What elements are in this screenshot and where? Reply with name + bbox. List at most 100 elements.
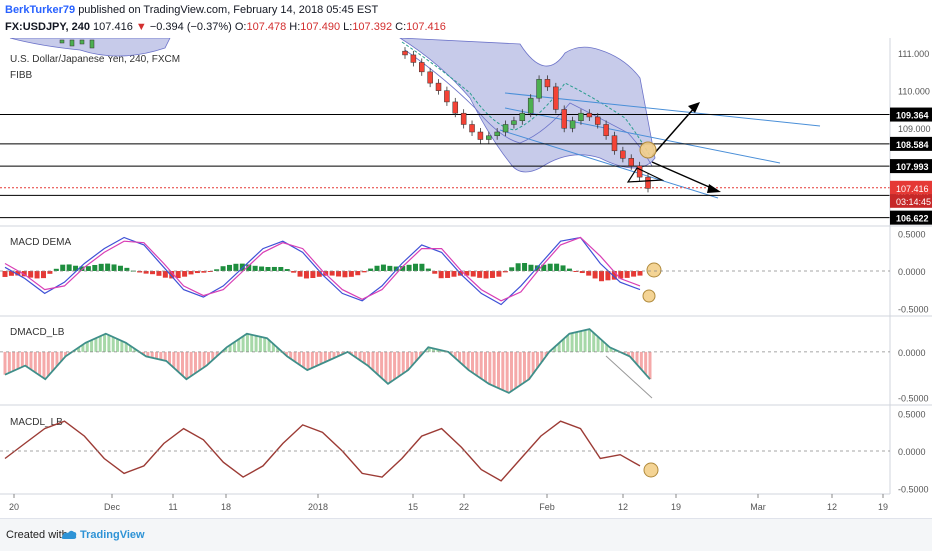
macd-histogram-bar [522,263,528,271]
macdl-pane[interactable]: MACDL_LB [4,417,659,482]
macd-histogram-bar [579,271,585,274]
time-tick-label: Feb [539,502,555,512]
dmacd-histogram-bar [241,336,245,352]
candle-body [628,158,634,167]
macd-histogram-bar [374,265,380,271]
macdl-legend: MACDL_LB [10,417,63,428]
dmacd-histogram-bar [419,351,423,357]
macdl-highlight-circle[interactable] [643,462,659,478]
dmacd-histogram-bar [609,347,613,352]
trend-line-middle[interactable] [504,107,781,164]
dmacd-histogram-bar [432,348,436,352]
pattern-triangle[interactable] [626,167,665,183]
dmacd-histogram-bar [388,351,392,383]
macd-histogram-bar [413,263,419,271]
dmacd-histogram-bar [172,351,176,368]
dmacd-histogram-bar [12,351,16,371]
macd-histogram-bar [297,271,303,277]
macd-histogram-bar [438,271,444,279]
dmacd-histogram-bar [293,351,297,362]
macd-histogram-bar [252,265,258,271]
dmacd-histogram-bar [98,336,102,352]
dmacd-histogram-bar [289,351,293,359]
dmacd-histogram-bar [535,351,539,368]
dmacd-histogram-bar [397,351,401,377]
dmacd-histogram-bar [310,351,314,368]
dmacd-pane[interactable]: DMACD_LB [3,327,653,399]
price-highlight-circle[interactable] [639,141,657,159]
dmacd-histogram-bar [81,344,85,352]
arrow-down-path[interactable] [651,161,717,191]
candle-body [611,135,618,152]
macd-histogram-bar [624,271,630,278]
time-tick-label: Mar [750,502,766,512]
dmacd-histogram-bar [574,332,578,352]
macd-histogram-bar [303,271,309,279]
macd-histogram-bar [284,269,290,271]
candle-body [519,112,526,121]
chart-area[interactable]: U.S. Dollar/Japanese Yen, 240, FXCM FIBB… [0,38,932,518]
candle-body [594,116,601,125]
level-price-tag [890,107,932,122]
candle-body [553,86,559,110]
macd-histogram-bar [342,271,348,278]
candle-body [494,131,500,137]
dmacd-histogram-bar [484,351,488,382]
macd-histogram-bar [194,271,200,274]
time-axis[interactable]: 20 Dec 11 18 2018 15 22 Feb 12 19 Mar 12 19 [9,494,888,512]
dmacd-histogram-bar [315,351,319,366]
macd-histogram-bar [111,264,117,271]
macd-histogram-bar [451,271,457,277]
dmacd-histogram-bar [159,351,163,360]
candle-body [427,71,433,84]
price-pane[interactable]: U.S. Dollar/Japanese Yen, 240, FXCM FIBB [0,38,890,219]
author-link[interactable]: BerkTurker79 [5,4,76,16]
candle-body [536,79,542,99]
dmacd-trend-line[interactable] [605,355,653,399]
open-value: 107.478 [246,21,287,33]
dmacd-histogram-bar [263,337,267,352]
candle-body [544,79,551,88]
dmacd-histogram-bar [124,342,128,352]
macd-histogram-bar [515,263,521,271]
macd-histogram-bar [419,263,425,271]
dmacd-histogram-bar [540,351,544,362]
macd-histogram-bar [47,271,53,274]
dmacd-histogram-bar [302,351,306,368]
arrow-up-path[interactable] [651,105,697,157]
dmacd-histogram-bar [90,340,94,352]
dmacd-histogram-bar [237,339,241,352]
macd-highlight-circle-bottom[interactable] [642,289,656,303]
dmacd-histogram-bar [553,346,557,352]
indicator-axes[interactable]: 0.5000 0.0000 -0.5000 0.0000 -0.5000 0.5000 0.… [0,230,929,495]
tradingview-brand-link[interactable]: TradingView [80,529,145,541]
dmacd-histogram-bar [284,351,288,356]
ohlc-line: FX:USDJPY, 240 107.416 ▼ −0.394 (−0.37%)… [5,21,446,33]
candle-body [59,39,65,44]
dmacd-histogram-bar [341,351,345,355]
dmacd-histogram-bar [527,351,531,380]
candle-body [561,109,567,129]
dmacd-histogram-bar [85,342,89,352]
dmacd-histogram-bar [193,351,197,374]
macd-histogram-bar [92,264,98,271]
trend-line-lower[interactable] [499,129,719,199]
macd-histogram-bar [150,271,156,275]
macd-histogram-bar [573,271,579,272]
dmacd-histogram-bar [103,334,107,352]
dmacd-histogram-bar [129,345,133,352]
price-axis[interactable]: 111.000110.000109.000108.000109.364108.5… [889,38,932,494]
candle-body [578,112,584,121]
dmacd-histogram-bar [59,351,63,362]
macd-histogram-bar [226,264,232,271]
dmacd-histogram-bar [427,347,431,352]
macd-histogram-bar [387,265,393,271]
macd-highlight-circle-top[interactable] [646,262,662,278]
candle-body [645,176,651,189]
time-tick-label: 19 [878,502,888,512]
macd-histogram-bar [278,266,284,271]
symbol-label[interactable]: FX:USDJPY, 240 [5,21,90,33]
macd-histogram-bar [21,271,27,277]
macd-histogram-bar [618,271,624,279]
dmacd-histogram-bar [570,333,574,352]
